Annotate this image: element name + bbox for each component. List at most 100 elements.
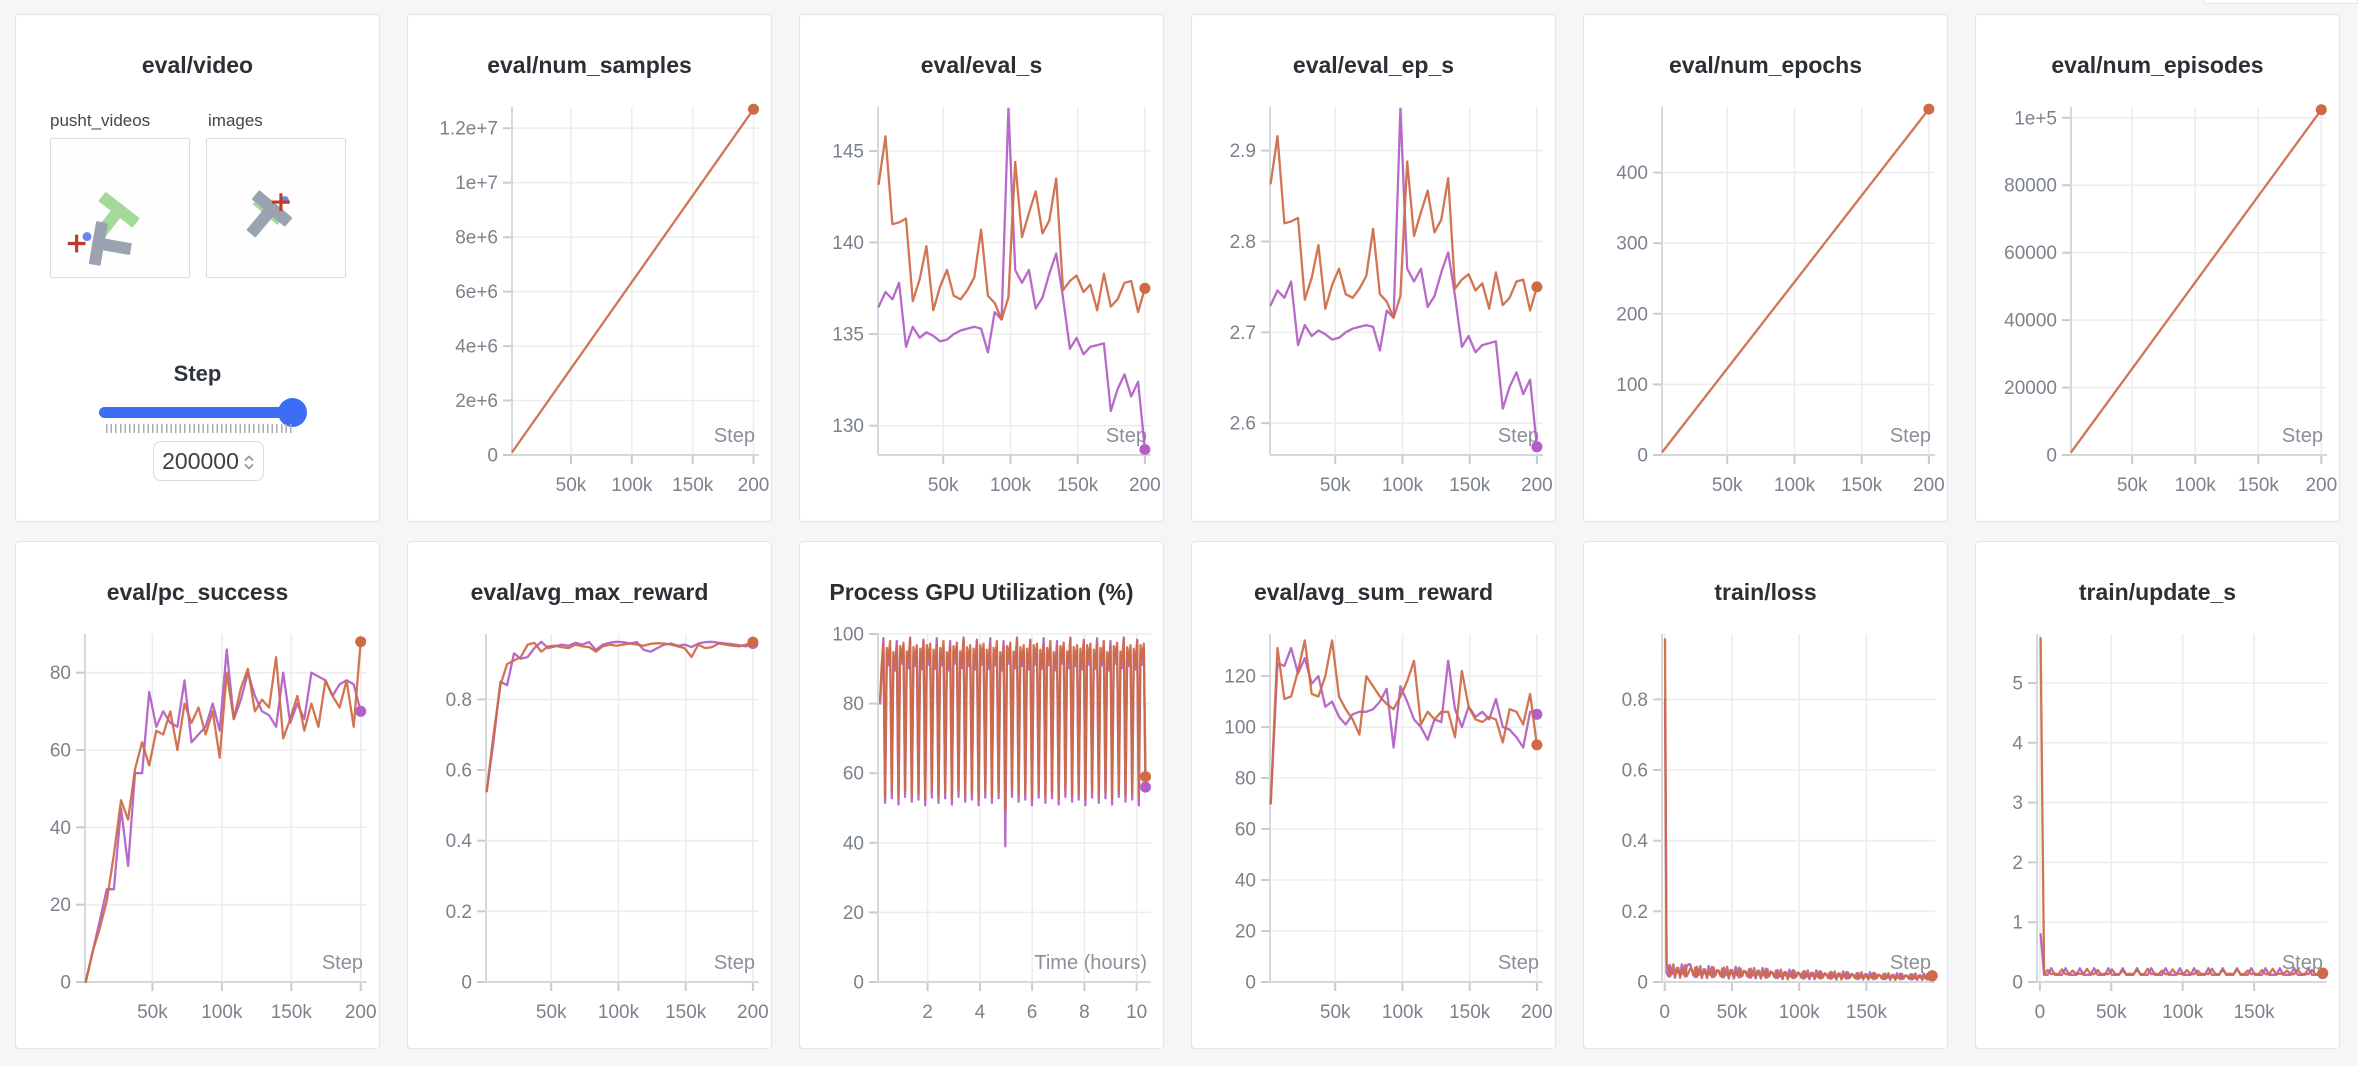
svg-text:200: 200	[2305, 475, 2337, 496]
svg-text:2.7: 2.7	[1230, 323, 1256, 344]
series-purple-end-dot	[1140, 781, 1151, 793]
series-orange-end-dot	[355, 636, 367, 648]
svg-text:200: 200	[1913, 475, 1945, 496]
panel-grid: eval/video pusht_videos images	[15, 14, 2340, 1049]
svg-text:50k: 50k	[1717, 1002, 1748, 1023]
svg-text:145: 145	[832, 142, 864, 163]
svg-text:20: 20	[50, 895, 71, 916]
svg-text:150k: 150k	[1841, 475, 1883, 496]
svg-text:8e+6: 8e+6	[455, 228, 498, 249]
svg-text:4: 4	[975, 1002, 986, 1023]
chart-plot-eval-avg-max-reward[interactable]: 50k 100k 150k 200 0 0.2 0.4 0.6 0.8 Step	[408, 624, 771, 1042]
svg-text:6: 6	[1027, 1002, 1038, 1023]
svg-text:150k: 150k	[672, 475, 714, 496]
chart-title: eval/num_epochs	[1668, 52, 1863, 78]
svg-text:20: 20	[1235, 922, 1256, 943]
pusht-video-thumbnail[interactable]	[50, 138, 190, 278]
svg-text:0: 0	[461, 973, 472, 994]
svg-text:100k: 100k	[990, 475, 1032, 496]
svg-text:0.8: 0.8	[1622, 690, 1648, 711]
svg-text:10: 10	[1126, 1002, 1147, 1023]
chart-plot-eval-eval-s[interactable]: 50k 100k 150k 200 130 135 140 145 Step	[800, 97, 1163, 515]
chart-plot-eval-num-samples[interactable]: 50k 100k 150k 200 0 2e+6 4e+6 6e+6 8e+6 1e+7 1.2e+…	[408, 97, 771, 515]
svg-text:60000: 60000	[2004, 243, 2057, 264]
svg-text:0: 0	[2012, 973, 2023, 994]
svg-text:200: 200	[1616, 304, 1648, 325]
svg-text:100k: 100k	[1382, 475, 1424, 496]
svg-text:200: 200	[1521, 1002, 1553, 1023]
svg-text:Step: Step	[1498, 952, 1539, 974]
svg-text:150k: 150k	[1057, 475, 1099, 496]
series-orange	[1269, 639, 1539, 805]
svg-text:100k: 100k	[1779, 1002, 1821, 1023]
svg-text:2: 2	[2012, 853, 2023, 874]
step-input[interactable]: 200000	[153, 441, 264, 481]
goal-cross	[272, 193, 290, 211]
chart-panel-eval-avg-sum-reward: eval/avg_sum_reward 50k 100k 150k 200 0 20 40 6…	[1191, 541, 1556, 1049]
svg-text:Time (hours): Time (hours)	[1034, 952, 1147, 974]
chart-panel-eval-num-epochs: eval/num_epochs 50k 100k 150k 200 0 100 200 300…	[1583, 14, 1948, 522]
chart-panel-process-gpu-utilization: Process GPU Utilization (%) 2 4 6 8 10 0 20 40 6…	[799, 541, 1164, 1049]
chart-plot-eval-pc-success[interactable]: 50k 100k 150k 200 0 20 40 60 80 Step	[16, 624, 379, 1042]
series-purple-end-dot	[355, 705, 367, 717]
svg-text:200: 200	[737, 1002, 769, 1023]
chart-plot-train-loss[interactable]: 0 50k 100k 150k 0 0.2 0.4 0.6 0.8 Step	[1584, 624, 1947, 1042]
svg-text:0.4: 0.4	[446, 831, 473, 852]
chart-panel-eval-num-episodes: eval/num_episodes 50k 100k 150k 200 0 20000 40…	[1975, 14, 2340, 522]
svg-text:8: 8	[1079, 1002, 1090, 1023]
chart-plot-eval-eval-ep-s[interactable]: 50k 100k 150k 200 2.6 2.7 2.8 2.9 Step	[1192, 97, 1555, 515]
svg-text:40000: 40000	[2004, 311, 2057, 332]
chevron-down-icon[interactable]	[243, 463, 255, 470]
step-slider-handle[interactable]	[278, 398, 307, 427]
svg-text:Step: Step	[1890, 425, 1931, 447]
step-slider-ruler	[106, 424, 294, 433]
chart-title: eval/num_samples	[487, 52, 692, 78]
svg-text:0.8: 0.8	[446, 690, 472, 711]
series-orange	[2039, 637, 2324, 976]
svg-text:0: 0	[2035, 1002, 2046, 1023]
series-orange	[485, 640, 755, 793]
step-input-steppers[interactable]	[243, 454, 255, 470]
step-slider-label: Step	[173, 361, 222, 386]
offscreen-panel-edge	[2203, 0, 2358, 4]
chart-panel-train-loss: train/loss 0 50k 100k 150k 0 0.2 0.4 0.6 0.8 Step	[1583, 541, 1948, 1049]
chart-title: eval/eval_s	[920, 52, 1043, 78]
svg-text:150k: 150k	[2233, 1002, 2275, 1023]
svg-text:120: 120	[1224, 667, 1256, 688]
series-orange-end-dot	[2317, 967, 2329, 979]
svg-text:50k: 50k	[1712, 475, 1743, 496]
svg-text:0: 0	[2046, 446, 2057, 467]
chart-panel-eval-pc-success: eval/pc_success 50k 100k 150k 200 0 20 40 60 80 S…	[15, 541, 380, 1049]
svg-text:6e+6: 6e+6	[455, 282, 498, 303]
series-orange-end-dot	[748, 103, 759, 115]
svg-text:0: 0	[1659, 1002, 1670, 1023]
series-purple	[877, 107, 1147, 451]
svg-text:130: 130	[832, 416, 864, 437]
chevron-up-icon[interactable]	[243, 454, 255, 462]
images-thumbnail[interactable]	[206, 138, 346, 278]
media-panel-title: eval/video	[141, 52, 254, 78]
goal-cross	[67, 234, 86, 253]
chart-plot-train-update-s[interactable]: 0 50k 100k 150k 0 1 2 3 4 5 Step	[1976, 624, 2339, 1042]
svg-text:1.2e+7: 1.2e+7	[439, 119, 498, 140]
chart-panel-eval-avg-max-reward: eval/avg_max_reward 50k 100k 150k 200 0 0.2 0.…	[407, 541, 772, 1049]
svg-text:Step: Step	[714, 952, 755, 974]
svg-text:150k: 150k	[2238, 475, 2280, 496]
chart-plot-eval-num-epochs[interactable]: 50k 100k 150k 200 0 100 200 300 400 Step	[1584, 97, 1947, 515]
series-orange	[1663, 638, 1934, 982]
series-orange-end-dot	[1531, 739, 1543, 751]
svg-text:80: 80	[50, 663, 71, 684]
svg-text:Step: Step	[1498, 425, 1539, 447]
chart-plot-eval-avg-sum-reward[interactable]: 50k 100k 150k 200 0 20 40 60 80 100 120 Step	[1192, 624, 1555, 1042]
series-orange	[877, 135, 1147, 321]
svg-text:100k: 100k	[1382, 1002, 1424, 1023]
chart-panel-eval-num-samples: eval/num_samples 50k 100k 150k 200 0 2e+6 4e+6…	[407, 14, 772, 522]
svg-text:100k: 100k	[1774, 475, 1816, 496]
step-slider-track[interactable]	[99, 407, 302, 418]
series-orange	[84, 640, 362, 984]
svg-text:150k: 150k	[1449, 475, 1491, 496]
svg-text:40: 40	[843, 833, 864, 854]
svg-text:Step: Step	[1106, 425, 1147, 447]
chart-plot-eval-num-episodes[interactable]: 50k 100k 150k 200 0 20000 40000 60000 80000 1e+5 S…	[1976, 97, 2339, 515]
